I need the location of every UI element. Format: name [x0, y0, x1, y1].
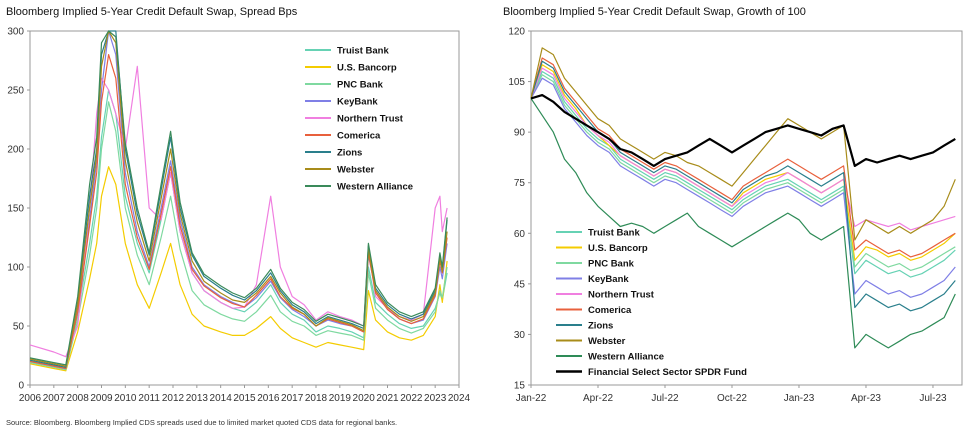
left-legend-label: Zions [337, 148, 362, 159]
right-legend-label: U.S. Bancorp [588, 243, 648, 254]
right-x-tick-label: Oct-22 [717, 393, 747, 404]
source-note: Source: Bloomberg. Bloomberg Implied CDS… [6, 418, 398, 427]
left-series-line [29, 30, 448, 367]
left-x-tick-label: 2008 [67, 393, 90, 404]
right-x-tick-label: Apr-23 [851, 393, 881, 404]
left-x-tick-label: 2015 [233, 393, 256, 404]
right-y-tick-label: 45 [514, 279, 526, 290]
right-y-tick-label: 15 [514, 381, 526, 392]
right-legend-label: Western Alliance [588, 352, 664, 363]
right-y-tick-label: 30 [514, 330, 526, 341]
left-x-tick-label: 2023 [424, 393, 447, 404]
right-plot-frame [530, 30, 963, 386]
right-legend-label: Comerica [588, 305, 632, 316]
right-series-line [530, 93, 956, 167]
right-x-tick-label: Apr-22 [583, 393, 613, 404]
right-y-tick-label: 60 [514, 229, 526, 240]
left-x-tick-label: 2007 [43, 393, 66, 404]
left-x-tick-label: 2013 [186, 393, 209, 404]
left-x-tick-label: 2012 [162, 393, 185, 404]
left-series-line [29, 89, 448, 370]
left-legend-label: Northern Trust [337, 114, 404, 125]
left-x-tick-label: 2019 [329, 393, 352, 404]
right-series-line [530, 98, 956, 349]
left-series-line [29, 30, 448, 368]
left-legend-label: Western Alliance [337, 182, 413, 193]
left-legend-label: PNC Bank [337, 80, 384, 91]
left-y-tick-label: 0 [18, 381, 24, 392]
left-legend-label: Comerica [337, 131, 381, 142]
right-x-tick-label: Jan-23 [784, 393, 815, 404]
right-legend-label: PNC Bank [588, 259, 635, 270]
left-legend-label: Webster [337, 165, 375, 176]
right-series-line [530, 47, 956, 241]
left-series-line [29, 166, 448, 372]
left-x-tick-label: 2010 [114, 393, 137, 404]
right-series-line [530, 74, 956, 271]
left-series-line [29, 101, 448, 371]
right-series-line [530, 67, 956, 231]
left-legend-label: U.S. Bancorp [337, 63, 397, 74]
left-x-tick-label: 2017 [281, 393, 304, 404]
right-series-line [530, 77, 956, 298]
right-y-tick-label: 120 [508, 27, 525, 38]
left-x-tick-label: 2006 [19, 393, 42, 404]
right-legend-label: KeyBank [588, 274, 629, 285]
left-y-tick-label: 100 [7, 263, 24, 274]
right-x-tick-label: Jan-22 [516, 393, 547, 404]
right-legend-label: Truist Bank [588, 228, 640, 239]
left-y-tick-label: 150 [7, 204, 24, 215]
left-y-tick-label: 200 [7, 145, 24, 156]
right-legend-label: Northern Trust [588, 290, 655, 301]
left-x-tick-label: 2016 [257, 393, 280, 404]
right-series-line [530, 70, 956, 278]
left-x-tick-label: 2022 [400, 393, 423, 404]
right-y-tick-label: 105 [508, 77, 525, 88]
left-x-tick-label: 2024 [448, 393, 471, 404]
right-legend-label: Zions [588, 321, 613, 332]
left-y-tick-label: 250 [7, 86, 24, 97]
left-y-tick-label: 50 [13, 322, 25, 333]
left-legend-label: KeyBank [337, 97, 378, 108]
right-series-line [530, 64, 956, 261]
left-series-line [29, 65, 448, 358]
left-x-tick-label: 2020 [353, 393, 376, 404]
left-x-tick-label: 2011 [138, 393, 160, 404]
left-series-line [29, 53, 448, 370]
right-legend-label: Financial Select Sector SPDR Fund [588, 367, 747, 378]
left-y-tick-label: 300 [7, 27, 24, 38]
right-chart-title: Bloomberg Implied 5-Year Credit Default … [503, 6, 806, 18]
left-chart-title: Bloomberg Implied 5-Year Credit Default … [6, 6, 298, 18]
left-x-tick-label: 2014 [210, 393, 233, 404]
right-x-tick-label: Jul-22 [651, 393, 679, 404]
right-series-line [530, 57, 956, 258]
right-y-tick-label: 90 [514, 128, 526, 139]
right-y-tick-label: 75 [514, 178, 526, 189]
left-series-line [29, 30, 448, 366]
left-x-tick-label: 2021 [376, 393, 399, 404]
right-legend-label: Webster [588, 336, 626, 347]
left-legend-label: Truist Bank [337, 46, 389, 57]
left-x-tick-label: 2009 [90, 393, 113, 404]
right-x-tick-label: Jul-23 [919, 393, 947, 404]
left-x-tick-label: 2018 [305, 393, 328, 404]
